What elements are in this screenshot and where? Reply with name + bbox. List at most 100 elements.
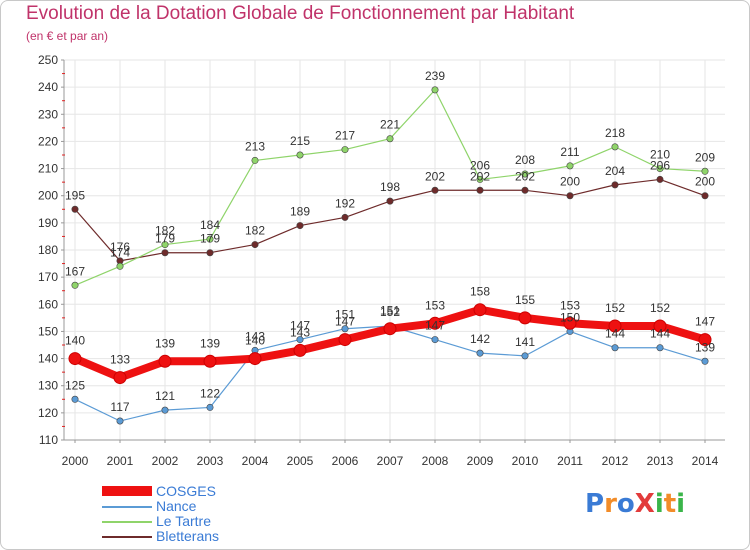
data-label: 208: [515, 153, 535, 167]
y-tick-label: 150: [38, 324, 58, 338]
y-tick-label: 180: [38, 243, 58, 257]
data-label: 182: [245, 224, 265, 238]
data-label: 125: [65, 378, 85, 392]
y-tick-label: 170: [38, 270, 58, 284]
data-label: 195: [65, 188, 85, 202]
data-point: [113, 371, 127, 385]
x-tick-label: 2003: [197, 454, 224, 468]
data-point: [341, 213, 349, 221]
data-point: [116, 417, 124, 425]
data-point: [656, 165, 664, 173]
data-point: [206, 249, 214, 257]
x-tick-label: 2013: [647, 454, 674, 468]
data-point: [203, 354, 217, 368]
data-point: [566, 162, 574, 170]
data-point: [161, 249, 169, 257]
data-label: 204: [605, 164, 625, 178]
data-label: 182: [155, 224, 175, 238]
logo-letter: o: [616, 489, 635, 519]
data-label: 192: [335, 196, 355, 210]
y-tick-label: 210: [38, 162, 58, 176]
x-tick-label: 2001: [107, 454, 134, 468]
data-label: 153: [425, 298, 445, 312]
data-point: [341, 325, 349, 333]
data-label: 202: [470, 169, 490, 183]
y-tick-label: 160: [38, 297, 58, 311]
data-label: 152: [380, 305, 400, 319]
data-point: [611, 143, 619, 151]
data-label: 158: [470, 285, 490, 299]
data-point: [611, 344, 619, 352]
data-label: 147: [335, 315, 355, 329]
legend-swatch-le-tartre: [102, 521, 152, 523]
legend-swatch-bletterans: [102, 536, 152, 538]
data-point: [701, 357, 709, 365]
data-label: 140: [245, 334, 265, 348]
data-label: 202: [425, 169, 445, 183]
x-tick-label: 2009: [467, 454, 494, 468]
data-label: 176: [110, 240, 130, 254]
y-tick-label: 110: [39, 433, 58, 447]
y-tick-label: 190: [38, 216, 58, 230]
x-tick-label: 2012: [602, 454, 629, 468]
data-point: [248, 352, 262, 366]
data-point: [521, 352, 529, 360]
data-label: 198: [380, 180, 400, 194]
data-label: 184: [200, 218, 220, 232]
data-label: 179: [200, 232, 220, 246]
data-label: 221: [380, 118, 400, 132]
data-point: [656, 175, 664, 183]
data-point: [476, 175, 484, 183]
data-point: [518, 311, 532, 325]
data-point: [701, 167, 709, 175]
data-label: 147: [290, 319, 310, 333]
data-point: [521, 186, 529, 194]
logo-letter: t: [663, 489, 677, 519]
data-point: [341, 146, 349, 154]
logo-letter: X: [634, 489, 655, 519]
data-label: 152: [605, 301, 625, 315]
data-label: 202: [515, 169, 535, 183]
data-point: [161, 241, 169, 249]
data-label: 122: [200, 386, 220, 400]
data-label: 155: [515, 293, 535, 307]
data-point: [293, 343, 307, 357]
data-label: 213: [245, 139, 265, 153]
data-label: 206: [470, 158, 490, 172]
data-label: 142: [470, 332, 490, 346]
data-label: 144: [650, 327, 670, 341]
legend-label-le-tartre: Le Tartre: [156, 513, 211, 529]
data-point: [611, 181, 619, 189]
y-tick-label: 250: [38, 53, 58, 67]
data-label: 200: [560, 175, 580, 189]
data-label: 151: [335, 308, 355, 322]
data-label: 217: [335, 129, 355, 143]
data-label: 174: [110, 245, 130, 259]
y-tick-label: 240: [38, 80, 58, 94]
logo-letter: i: [654, 489, 664, 519]
data-label: 209: [695, 150, 715, 164]
data-point: [161, 406, 169, 414]
data-point: [386, 197, 394, 205]
data-label: 239: [425, 69, 445, 83]
data-point: [296, 336, 304, 344]
legend-label-bletterans: Bletterans: [156, 528, 220, 544]
data-label: 211: [560, 145, 579, 159]
data-point: [431, 186, 439, 194]
data-point: [476, 349, 484, 357]
y-tick-label: 120: [38, 406, 58, 420]
data-point: [473, 303, 487, 317]
x-tick-label: 2011: [557, 454, 583, 468]
x-tick-label: 2014: [692, 454, 719, 468]
data-point: [338, 333, 352, 347]
data-label: 153: [560, 298, 580, 312]
data-point: [116, 262, 124, 270]
data-point: [251, 241, 259, 249]
data-label: 139: [155, 336, 175, 350]
data-label: 121: [155, 389, 175, 403]
data-point: [701, 192, 709, 200]
data-label: 133: [110, 353, 130, 367]
data-label: 189: [290, 205, 310, 219]
legend-swatch-cosges: [102, 486, 152, 496]
data-label: 152: [650, 301, 670, 315]
